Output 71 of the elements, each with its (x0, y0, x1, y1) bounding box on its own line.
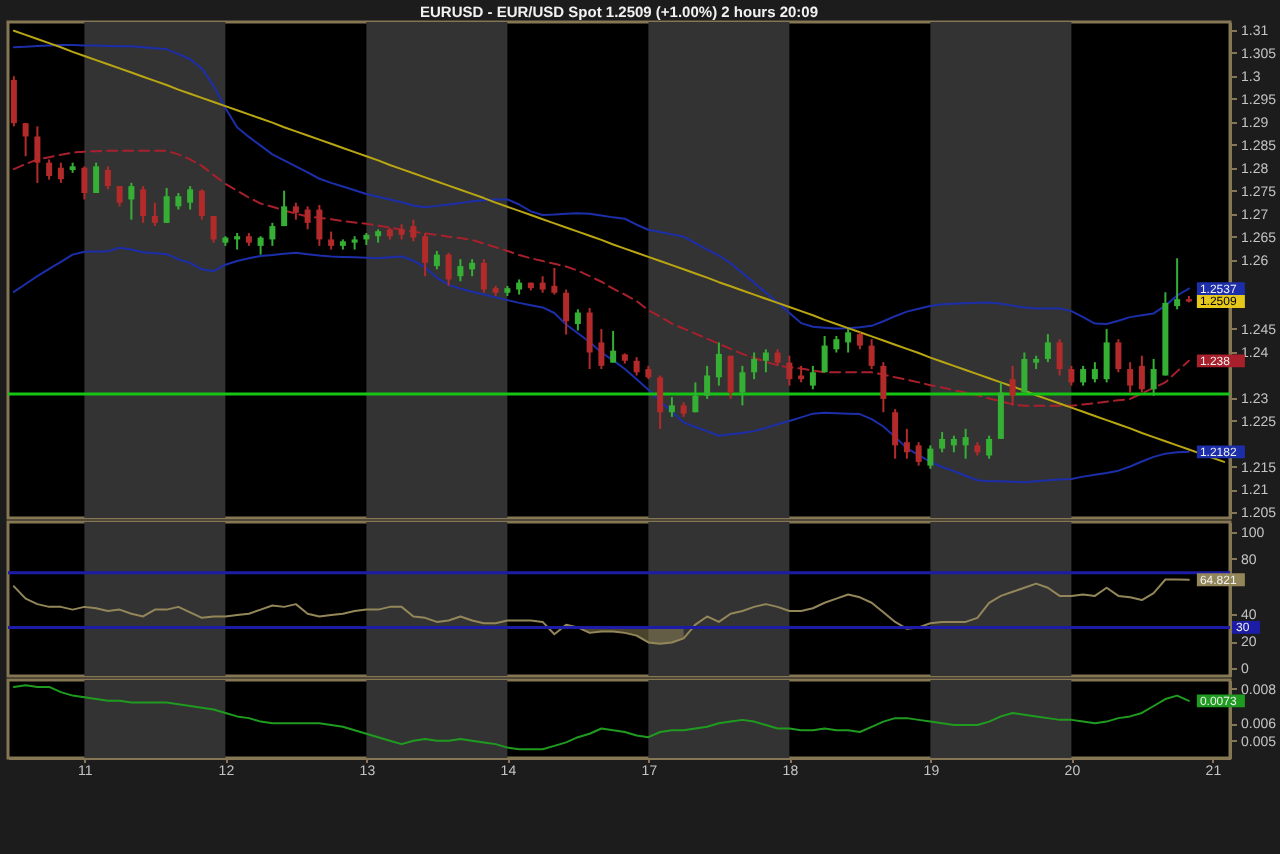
candlestick (445, 251, 452, 287)
candlestick (610, 329, 617, 364)
candlestick (128, 181, 135, 221)
candlestick (10, 75, 17, 128)
candlestick (915, 441, 922, 467)
candlestick (410, 218, 417, 243)
candlestick (739, 364, 746, 407)
candlestick (939, 431, 946, 454)
candlestick (927, 444, 934, 470)
candlestick (1103, 328, 1110, 384)
candlestick (57, 161, 64, 184)
candlestick (198, 188, 205, 221)
candlestick (751, 351, 758, 381)
candlestick (668, 396, 675, 418)
candlestick (269, 221, 276, 247)
candlestick (422, 232, 429, 278)
candlestick (480, 258, 487, 294)
candlestick (1091, 361, 1098, 384)
candlestick (1080, 364, 1087, 387)
candlestick (657, 374, 664, 430)
line-series (12, 684, 1190, 751)
candlestick (704, 364, 711, 400)
candlestick (986, 434, 993, 460)
candlestick (997, 381, 1004, 440)
candlestick (316, 203, 323, 247)
candlestick (845, 328, 852, 354)
candlestick (457, 258, 464, 283)
candlestick (304, 205, 311, 231)
candlestick (81, 165, 88, 201)
candlestick (563, 288, 570, 336)
line-series (12, 578, 1190, 645)
candlestick (1150, 357, 1157, 397)
candlestick (151, 201, 158, 228)
candlestick (210, 214, 217, 244)
candlestick (22, 122, 29, 158)
candlestick (46, 158, 53, 181)
candlestick (257, 235, 264, 256)
candlestick (715, 341, 722, 387)
candlestick (187, 185, 194, 211)
candlestick (692, 381, 699, 414)
candlestick (1044, 333, 1051, 364)
candlestick (903, 427, 910, 460)
candlestick (574, 308, 581, 332)
candlestick (633, 356, 640, 377)
candlestick (104, 165, 111, 191)
line-series (12, 246, 1190, 484)
candlestick (868, 338, 875, 371)
candlestick (586, 306, 593, 371)
candlestick (1115, 338, 1122, 374)
candlestick (1021, 351, 1028, 394)
candlestick (1138, 354, 1145, 394)
candlestick (433, 249, 440, 271)
candlestick (1174, 257, 1181, 311)
candlestick (598, 328, 605, 371)
candlestick (551, 266, 558, 296)
candlestick (163, 186, 170, 224)
candlestick (1068, 364, 1075, 387)
candlestick (809, 364, 816, 391)
candlestick (281, 189, 288, 228)
candlestick (1056, 338, 1063, 377)
candlestick (762, 348, 769, 374)
line-series (12, 43, 1190, 330)
candlestick (140, 185, 147, 224)
candlestick (892, 408, 899, 460)
candlestick (116, 185, 123, 208)
candlestick (93, 161, 100, 194)
candlestick (727, 354, 734, 400)
candlestick (821, 334, 828, 374)
candlestick (962, 427, 969, 460)
candlestick (786, 354, 793, 387)
candlestick (1127, 361, 1134, 394)
